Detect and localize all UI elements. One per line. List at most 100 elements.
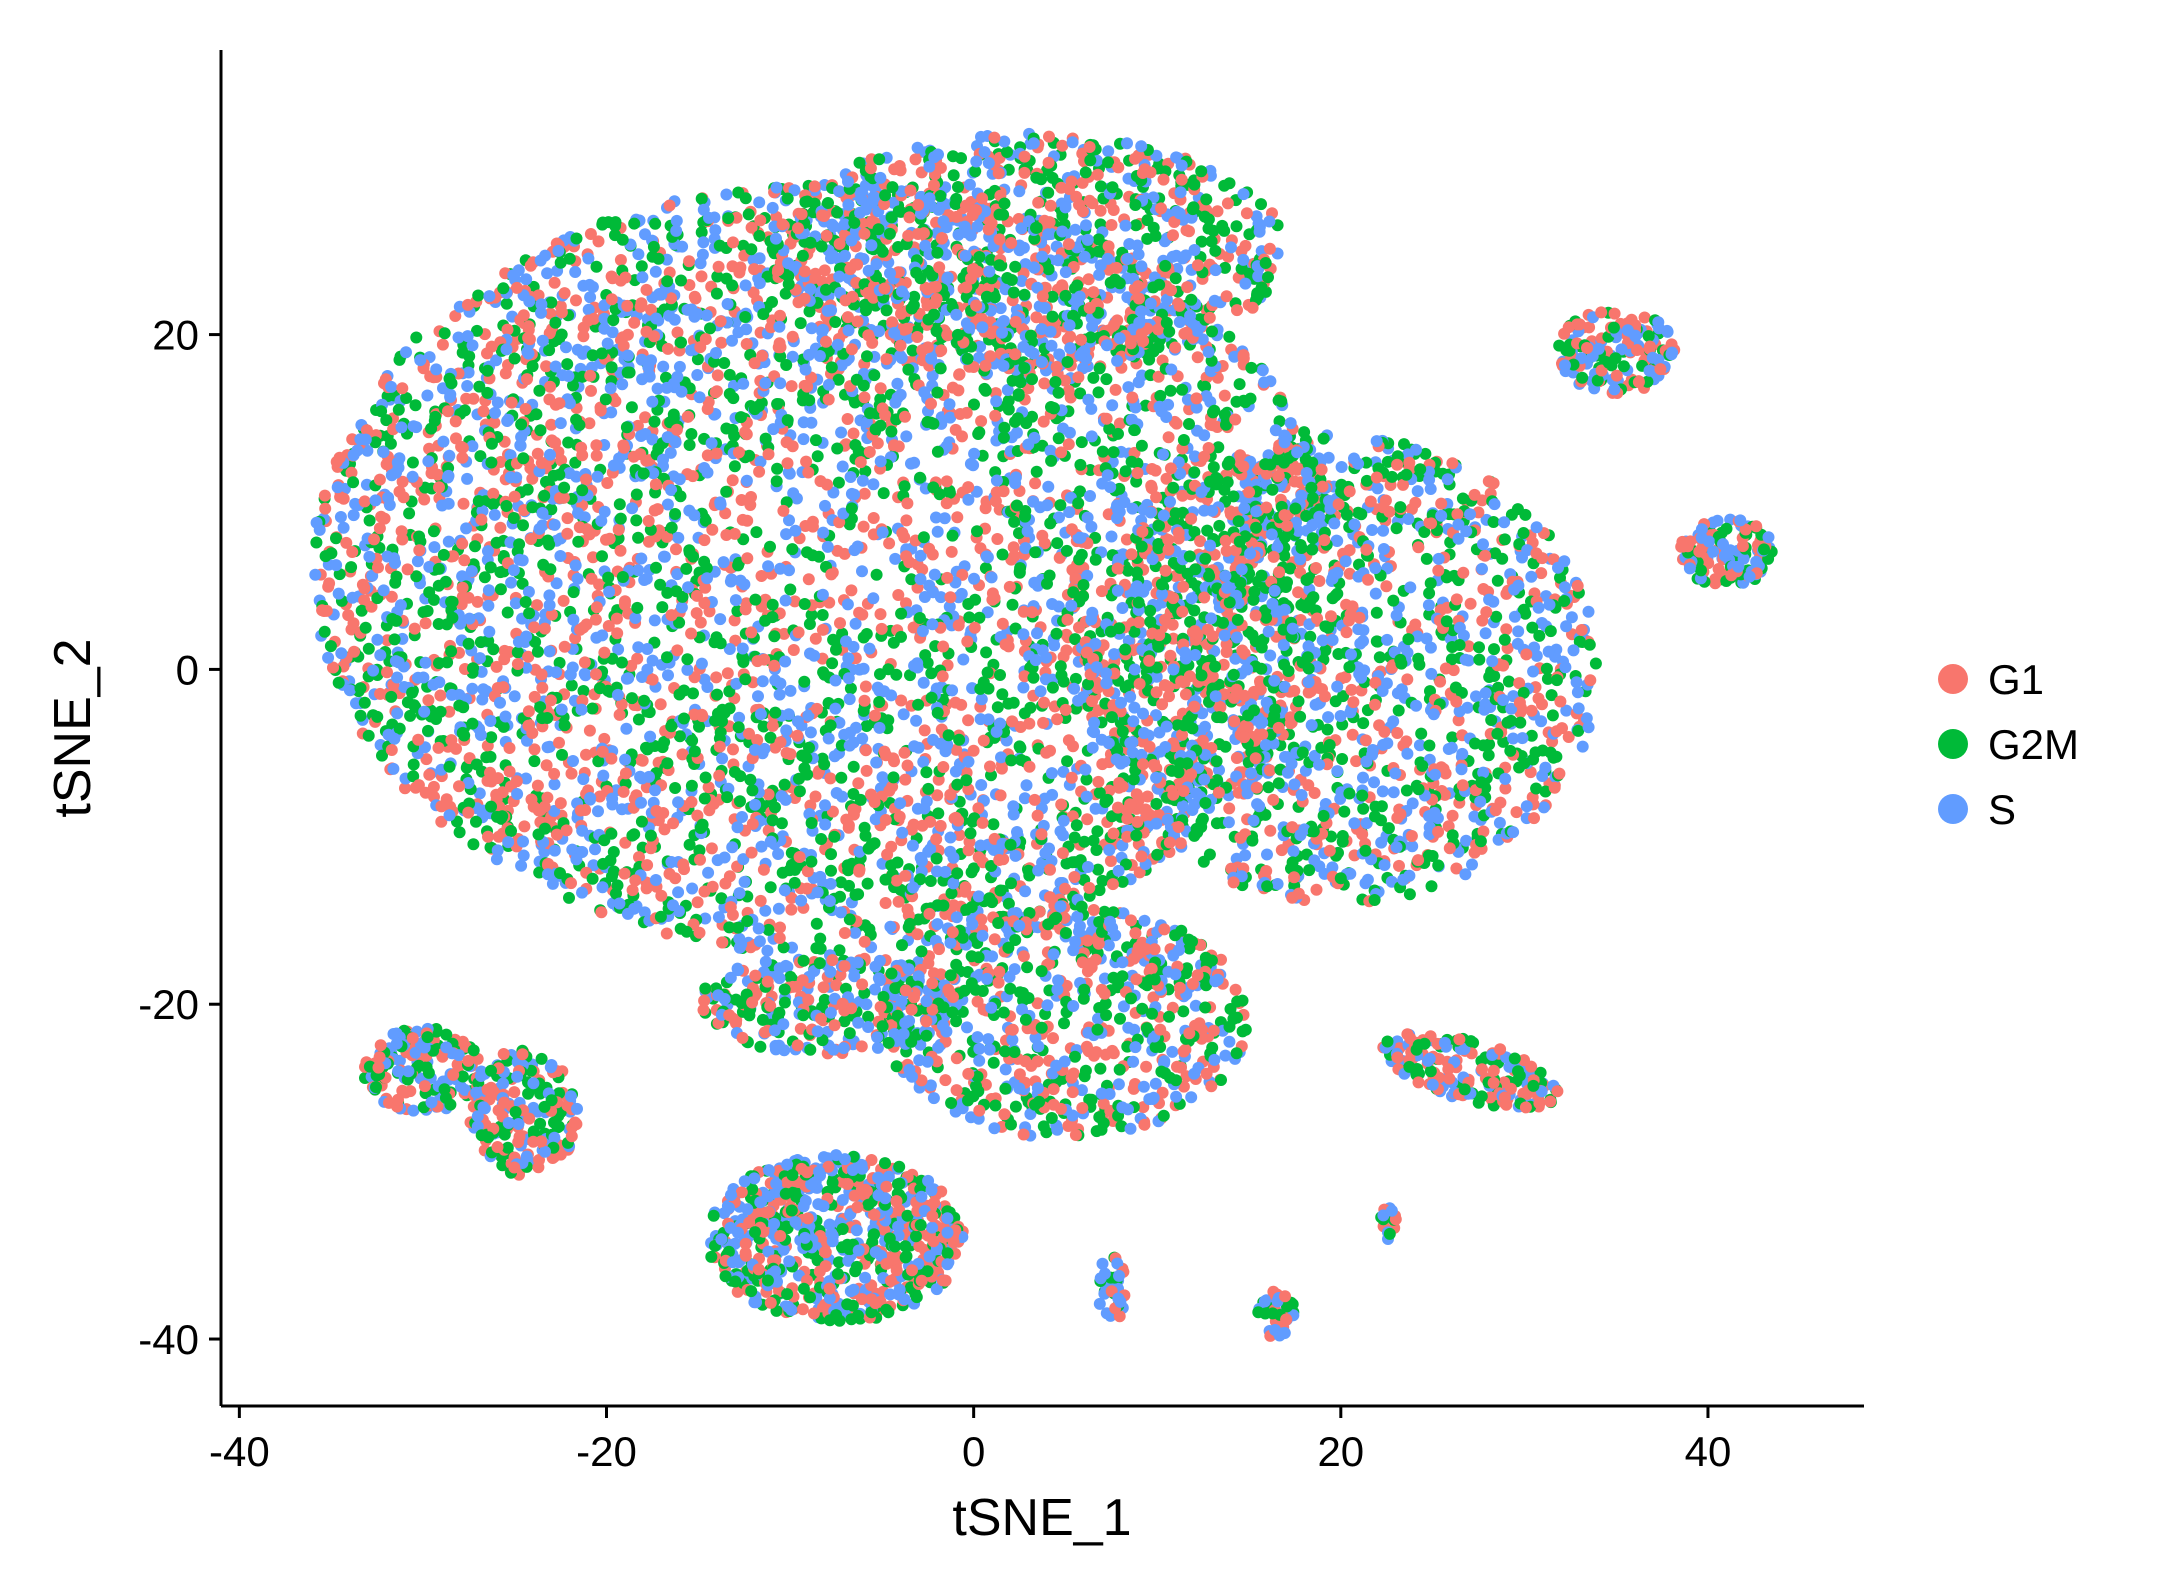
point-g1 xyxy=(548,276,561,289)
point-g2m xyxy=(683,838,696,851)
point-s xyxy=(1103,844,1116,856)
point-g2m xyxy=(831,442,844,455)
point-g2m xyxy=(873,696,886,708)
point-g1 xyxy=(648,330,660,343)
point-g1 xyxy=(528,621,541,634)
point-g2m xyxy=(983,892,996,905)
point-g2m xyxy=(437,548,450,561)
point-g1 xyxy=(456,537,469,550)
point-g2m xyxy=(1223,330,1236,343)
point-g1 xyxy=(854,456,867,469)
point-g1 xyxy=(396,382,409,395)
point-g1 xyxy=(930,833,943,846)
point-g2m xyxy=(392,403,405,416)
point-g2m xyxy=(648,415,661,428)
point-g2m xyxy=(1221,476,1234,489)
point-g2m xyxy=(1167,481,1180,494)
point-g1 xyxy=(867,512,880,524)
point-g2m xyxy=(595,347,608,360)
point-g2m xyxy=(1176,383,1189,396)
point-s xyxy=(840,635,852,648)
point-g2m xyxy=(1092,863,1104,876)
point-s xyxy=(990,725,1003,738)
point-g1 xyxy=(755,570,768,582)
point-g2m xyxy=(895,607,908,620)
point-s xyxy=(514,439,527,452)
point-g1 xyxy=(522,705,535,718)
point-g2m xyxy=(1067,586,1080,599)
point-g2m xyxy=(776,866,789,879)
point-s xyxy=(442,535,455,548)
point-g2m xyxy=(745,243,758,256)
point-g1 xyxy=(603,532,616,545)
point-g2m xyxy=(1100,373,1113,386)
point-g1 xyxy=(713,769,726,782)
point-g2m xyxy=(403,507,416,520)
point-g1 xyxy=(811,702,823,715)
point-g2m xyxy=(556,748,568,761)
point-g2m xyxy=(771,398,784,410)
point-g1 xyxy=(736,513,749,526)
point-g2m xyxy=(310,536,323,549)
point-s xyxy=(644,730,657,743)
point-g2m xyxy=(994,669,1006,681)
point-g1 xyxy=(944,788,957,801)
point-g2m xyxy=(1273,415,1286,428)
point-g1 xyxy=(941,571,954,584)
point-g2m xyxy=(1041,577,1053,590)
point-s xyxy=(705,437,718,450)
point-g1 xyxy=(554,492,566,504)
point-s xyxy=(548,844,561,857)
point-g2m xyxy=(1130,829,1143,842)
point-g1 xyxy=(1149,464,1162,477)
point-g1 xyxy=(728,527,741,540)
point-g1 xyxy=(1109,383,1122,396)
point-g1 xyxy=(1082,273,1095,286)
point-s xyxy=(845,487,858,500)
point-s xyxy=(597,769,610,782)
point-s xyxy=(643,770,655,783)
point-g1 xyxy=(663,867,676,880)
point-g1 xyxy=(526,472,539,485)
point-s xyxy=(560,341,572,354)
point-s xyxy=(520,630,533,643)
point-g2m xyxy=(347,476,360,489)
point-g2m xyxy=(960,903,973,916)
point-g2m xyxy=(640,741,652,754)
point-g2m xyxy=(1092,386,1105,399)
point-s xyxy=(1089,802,1102,815)
point-s xyxy=(484,715,497,727)
point-s xyxy=(974,340,987,353)
point-g2m xyxy=(1060,857,1073,870)
point-g2m xyxy=(685,428,698,440)
point-g1 xyxy=(1126,391,1139,404)
point-g1 xyxy=(1065,523,1078,536)
point-g2m xyxy=(628,217,641,230)
point-g2m xyxy=(685,779,698,792)
point-s xyxy=(739,279,752,292)
point-g2m xyxy=(843,518,856,531)
point-g1 xyxy=(931,789,944,802)
point-g2m xyxy=(623,366,636,379)
point-g1 xyxy=(883,537,896,550)
point-s xyxy=(584,291,597,304)
point-g1 xyxy=(1112,801,1124,814)
point-g1 xyxy=(853,863,866,876)
point-g1 xyxy=(694,853,706,866)
point-g1 xyxy=(694,616,707,629)
point-s xyxy=(661,498,674,511)
point-s xyxy=(754,708,767,721)
point-s xyxy=(1132,376,1145,389)
point-g1 xyxy=(1059,882,1071,895)
point-g2m xyxy=(1177,434,1190,446)
point-g2m xyxy=(1070,819,1083,832)
point-g1 xyxy=(676,748,689,761)
point-g1 xyxy=(937,761,950,773)
point-g1 xyxy=(709,386,722,399)
point-g2m xyxy=(390,570,403,583)
point-g1 xyxy=(780,436,793,449)
point-s xyxy=(476,693,489,706)
point-s xyxy=(797,416,810,429)
point-s xyxy=(1040,651,1053,664)
point-g1 xyxy=(1065,771,1078,784)
